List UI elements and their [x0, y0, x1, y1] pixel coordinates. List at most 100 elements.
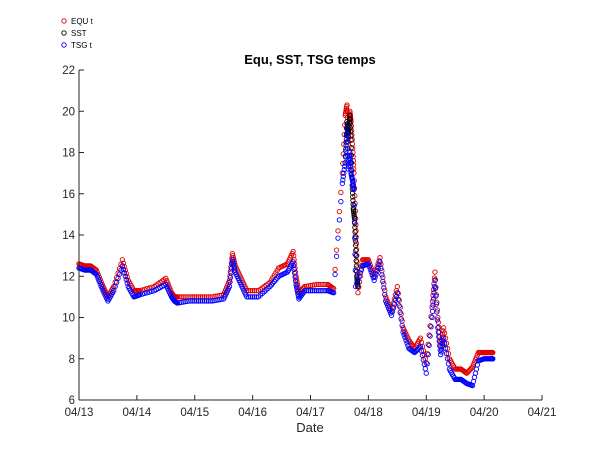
data-point — [294, 286, 300, 292]
data-point — [340, 177, 346, 183]
data-point — [430, 292, 436, 299]
data-point — [120, 260, 127, 266]
data-point — [292, 278, 299, 284]
data-point — [353, 247, 359, 254]
data-point — [291, 270, 298, 276]
data-point — [307, 288, 314, 294]
data-point — [197, 298, 204, 304]
data-point — [347, 153, 353, 159]
data-point — [186, 298, 192, 304]
data-point — [444, 356, 451, 362]
data-point — [353, 252, 359, 259]
legend-label: TSG t — [71, 41, 93, 50]
data-point — [385, 303, 391, 309]
data-point — [399, 322, 405, 329]
data-point — [430, 302, 436, 308]
data-point — [303, 288, 310, 294]
x-tick-label: 04/21 — [528, 407, 557, 419]
data-point — [440, 335, 447, 341]
data-point — [351, 219, 358, 225]
legend-label: SST — [71, 29, 87, 38]
data-point — [94, 273, 100, 280]
data-point — [426, 332, 432, 338]
data-point — [176, 300, 182, 306]
data-point — [182, 299, 188, 305]
data-point — [205, 298, 211, 304]
data-point — [95, 276, 101, 282]
data-point — [332, 271, 338, 278]
data-point — [382, 291, 388, 298]
y-tick-label: 8 — [69, 354, 75, 366]
data-point — [178, 294, 184, 300]
x-tick-label: 04/15 — [180, 407, 209, 419]
data-point — [444, 345, 451, 352]
data-point — [315, 288, 321, 294]
data-point — [336, 217, 343, 223]
data-point — [119, 263, 126, 269]
data-point — [370, 274, 376, 281]
data-point — [351, 203, 357, 209]
data-point — [188, 298, 194, 304]
legend-label: EQU t — [71, 17, 94, 26]
data-point — [353, 228, 359, 234]
data-point — [435, 319, 441, 325]
data-point — [396, 303, 402, 309]
data-point — [215, 297, 221, 303]
data-point — [290, 259, 296, 265]
data-point — [426, 342, 432, 348]
data-point — [174, 294, 181, 300]
legend: EQU t SST TSG t — [61, 17, 94, 50]
data-point — [352, 235, 358, 241]
data-point — [441, 340, 448, 346]
data-point — [305, 288, 312, 294]
data-point — [123, 277, 129, 283]
data-point — [293, 281, 299, 288]
data-point — [313, 281, 319, 288]
series-tsg-t — [76, 125, 496, 389]
y-tick-label: 16 — [62, 189, 75, 201]
data-point — [336, 208, 343, 215]
x-tick-label: 04/14 — [122, 407, 151, 419]
data-point — [445, 350, 452, 357]
data-point — [120, 266, 127, 273]
data-point — [443, 350, 450, 357]
data-point — [347, 156, 353, 163]
data-point — [141, 290, 148, 297]
data-point — [438, 349, 444, 355]
data-point — [97, 281, 103, 287]
data-point — [442, 345, 449, 352]
data-point — [332, 266, 338, 273]
data-point — [350, 201, 356, 208]
data-point — [333, 253, 340, 259]
data-point — [348, 167, 354, 173]
data-point — [347, 149, 353, 156]
data-point — [335, 235, 341, 241]
data-point — [381, 285, 387, 291]
data-point — [249, 294, 256, 300]
data-point — [311, 282, 318, 288]
data-point — [344, 131, 350, 138]
data-point — [439, 340, 446, 347]
data-point — [249, 288, 256, 294]
data-points — [76, 102, 496, 389]
data-point — [96, 278, 102, 285]
y-tick-label: 20 — [62, 106, 75, 118]
data-point — [349, 190, 356, 196]
data-point — [119, 257, 126, 263]
data-point — [335, 228, 341, 234]
data-point — [470, 361, 477, 368]
data-point — [394, 290, 400, 296]
data-point — [432, 269, 438, 275]
data-point — [139, 291, 145, 297]
data-point — [251, 288, 258, 294]
data-point — [434, 309, 440, 315]
data-point — [346, 119, 352, 125]
data-point — [401, 332, 407, 338]
data-point — [440, 325, 447, 331]
data-point — [307, 282, 314, 289]
legend-marker — [61, 18, 67, 24]
data-point — [292, 274, 298, 280]
data-point — [445, 361, 452, 367]
data-point — [368, 269, 374, 275]
